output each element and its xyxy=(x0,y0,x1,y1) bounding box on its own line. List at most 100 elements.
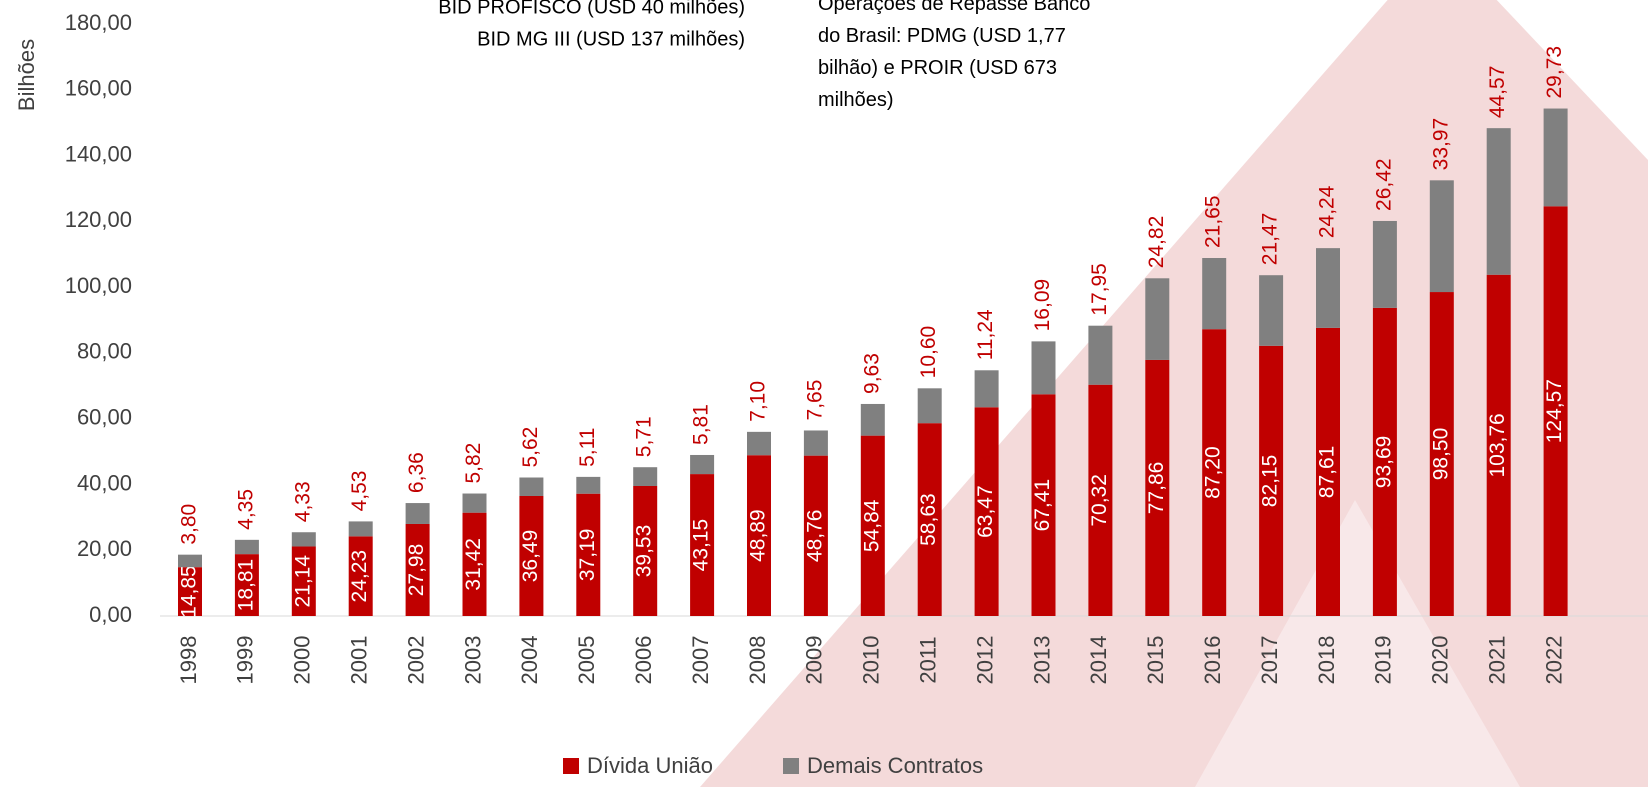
x-tick-label: 2017 xyxy=(1257,636,1282,685)
x-tick-label: 2004 xyxy=(517,636,542,685)
bar-segment xyxy=(1543,108,1568,207)
data-label: 21,65 xyxy=(1202,195,1225,248)
bar-segment xyxy=(1316,248,1340,328)
data-label: 39,53 xyxy=(633,525,656,578)
data-label: 7,65 xyxy=(803,380,826,421)
x-tick-label: 2002 xyxy=(403,636,428,685)
x-tick-label: 2020 xyxy=(1428,636,1453,685)
bar-segment xyxy=(405,503,430,524)
bar-segment xyxy=(1088,384,1113,616)
data-label: 26,42 xyxy=(1372,158,1395,211)
bar-segment xyxy=(1031,341,1056,395)
data-label: 36,49 xyxy=(519,530,542,583)
y-tick-label: 120,00 xyxy=(65,207,132,232)
x-tick-label: 1999 xyxy=(233,636,258,685)
bar-segment xyxy=(747,431,771,456)
bar-segment xyxy=(1145,359,1170,616)
bar-segment xyxy=(1031,394,1056,616)
annotation: BID PROFISCO (USD 40 milhões) xyxy=(438,0,745,18)
data-label: 37,19 xyxy=(576,529,599,582)
x-tick-label: 2019 xyxy=(1371,636,1396,685)
bar-segment xyxy=(1429,180,1454,293)
bar-segment xyxy=(234,539,259,555)
bar-segment xyxy=(633,485,658,616)
data-label: 67,41 xyxy=(1031,479,1054,532)
data-label: 48,89 xyxy=(747,509,770,562)
data-label: 82,15 xyxy=(1259,455,1282,508)
annotation-box: Operações de Repasse Banco do Brasil: PD… xyxy=(818,0,1090,111)
y-tick-label: 0,00 xyxy=(89,602,132,627)
data-label: 10,60 xyxy=(917,326,940,379)
x-tick-label: 2022 xyxy=(1541,636,1566,685)
bar-segment xyxy=(803,455,828,616)
bar-segment xyxy=(1486,128,1511,275)
x-tick-label: 2007 xyxy=(688,636,713,685)
bar-segment xyxy=(917,388,942,424)
bar-segment xyxy=(1316,327,1340,616)
data-label: 48,76 xyxy=(803,510,826,563)
x-tick-label: 2018 xyxy=(1314,636,1339,685)
data-label: 6,36 xyxy=(405,452,428,493)
data-label: 5,82 xyxy=(462,443,485,484)
bar-segment xyxy=(234,554,259,616)
bar-segment xyxy=(1429,292,1454,616)
bar-segment xyxy=(633,467,658,486)
bar-segment xyxy=(1202,258,1227,330)
data-label: 21,14 xyxy=(291,555,314,608)
bar-segment xyxy=(1486,274,1511,616)
bar-segment xyxy=(917,423,942,616)
bar-segment xyxy=(405,523,430,616)
data-label: 124,57 xyxy=(1543,379,1566,443)
x-tick-label: 2001 xyxy=(347,636,372,685)
data-label: 18,81 xyxy=(234,559,257,612)
bar-segment xyxy=(462,493,487,513)
y-axis-label: Bilhões xyxy=(14,39,39,111)
x-tick-label: 2021 xyxy=(1485,636,1510,685)
bar-segment xyxy=(860,435,885,616)
data-label: 14,85 xyxy=(178,565,201,618)
y-tick-label: 140,00 xyxy=(65,141,132,166)
bar-segment xyxy=(1145,278,1170,360)
data-label: 24,23 xyxy=(348,550,371,603)
x-tick-label: 2015 xyxy=(1143,636,1168,685)
legend-label: Demais Contratos xyxy=(807,753,983,778)
data-label: 24,24 xyxy=(1316,185,1339,238)
x-tick-label: 2009 xyxy=(802,636,827,685)
x-tick-label: 2006 xyxy=(631,636,656,685)
data-label: 29,73 xyxy=(1543,46,1566,99)
bar-segment xyxy=(291,546,316,616)
data-label: 43,15 xyxy=(690,519,713,572)
y-tick-label: 60,00 xyxy=(77,404,132,429)
bar-segment xyxy=(291,532,316,547)
bar-segment xyxy=(747,455,771,616)
data-label: 4,53 xyxy=(348,471,371,512)
bar-segment xyxy=(576,493,601,616)
bar-segment xyxy=(178,567,202,616)
bar-segment xyxy=(462,512,487,616)
bar-segment xyxy=(1259,275,1284,346)
y-tick-label: 180,00 xyxy=(65,10,132,35)
x-tick-label: 1998 xyxy=(176,636,201,685)
data-label: 5,11 xyxy=(576,428,599,467)
legend-swatch xyxy=(563,758,579,774)
data-label: 21,47 xyxy=(1259,213,1282,266)
y-tick-label: 20,00 xyxy=(77,536,132,561)
bar-segment xyxy=(348,536,373,616)
x-tick-label: 2014 xyxy=(1086,636,1111,685)
x-tick-label: 2000 xyxy=(290,636,315,685)
x-tick-label: 2005 xyxy=(574,636,599,685)
data-label: 31,42 xyxy=(462,538,485,591)
data-label: 17,95 xyxy=(1088,263,1111,316)
data-label: 87,61 xyxy=(1316,446,1339,499)
data-label: 3,80 xyxy=(178,504,201,545)
bar-segment xyxy=(348,521,373,537)
y-tick-label: 80,00 xyxy=(77,339,132,364)
bar-segment xyxy=(1259,345,1284,616)
bar-segment xyxy=(519,477,544,496)
bar-segment xyxy=(690,474,715,616)
x-tick-label: 2010 xyxy=(859,636,884,685)
data-label: 54,84 xyxy=(860,499,883,552)
x-tick-label: 2013 xyxy=(1029,636,1054,685)
bar-segment xyxy=(1372,307,1397,616)
data-label: 9,63 xyxy=(860,353,883,394)
